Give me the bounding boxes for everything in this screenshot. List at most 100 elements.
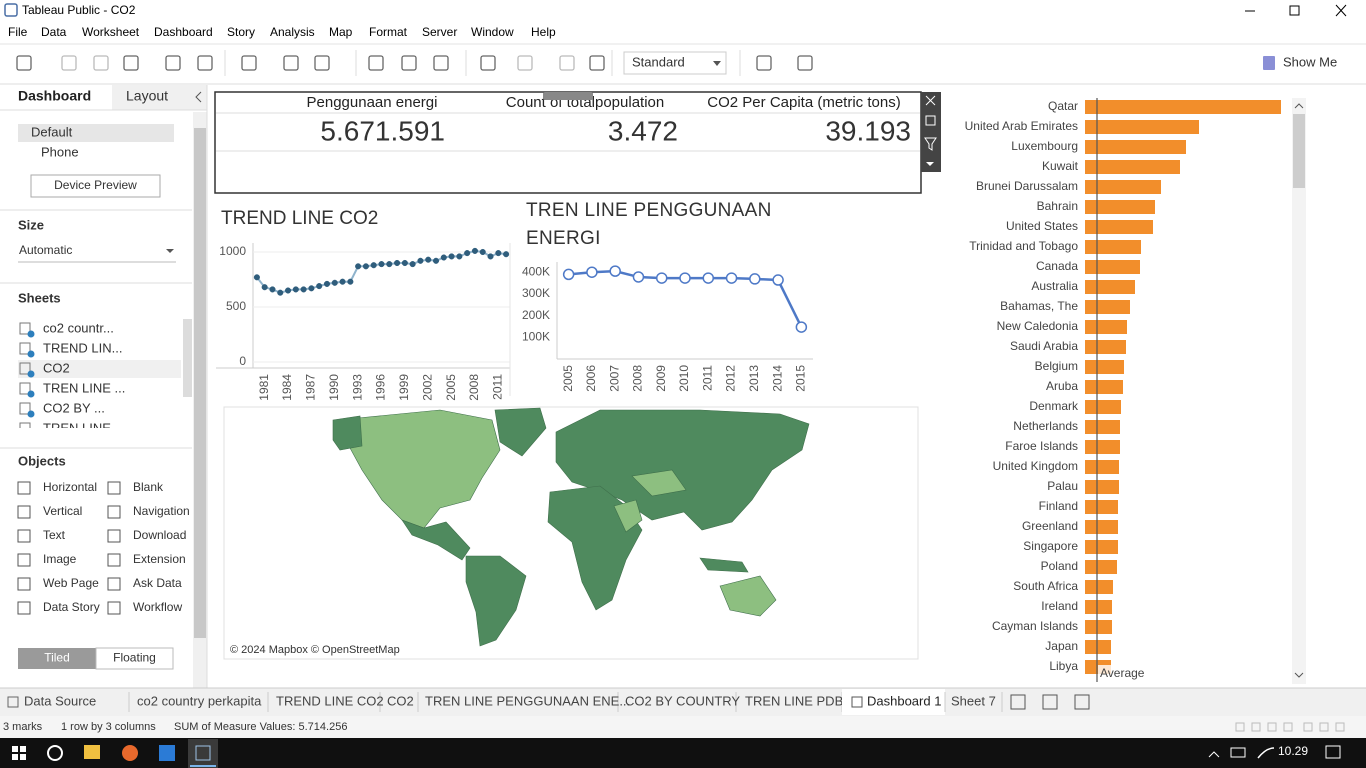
menu-item[interactable]: Help xyxy=(531,25,556,39)
size-dropdown[interactable]: Automatic xyxy=(19,243,72,257)
tableau-icon[interactable] xyxy=(195,745,211,761)
show-me-button[interactable]: Show Me xyxy=(1283,54,1337,69)
sheet-tab[interactable]: TREN LINE PDB xyxy=(745,693,843,708)
toolbar-icon[interactable] xyxy=(123,55,139,71)
status-control[interactable] xyxy=(1235,722,1245,732)
device-preview-button[interactable] xyxy=(30,174,161,198)
filter-button[interactable] xyxy=(924,137,937,151)
toolbar-icon[interactable] xyxy=(433,55,449,71)
floating-button[interactable] xyxy=(95,647,174,670)
sheet-tab[interactable]: CO2 xyxy=(387,693,414,708)
menu-item[interactable]: Data xyxy=(41,25,67,39)
status-control[interactable] xyxy=(1303,722,1313,732)
menu-item[interactable]: Analysis xyxy=(270,25,315,39)
data-point xyxy=(425,256,432,263)
sheet-item[interactable]: TREND LIN... xyxy=(43,340,122,355)
toolbar-icon[interactable] xyxy=(165,55,181,71)
category-label: South Africa xyxy=(1013,579,1078,593)
new-sheet-button[interactable] xyxy=(1010,694,1026,710)
firefox-icon[interactable] xyxy=(122,745,138,761)
menu-item[interactable]: Server xyxy=(422,25,457,39)
menu-item[interactable]: Worksheet xyxy=(82,25,140,39)
sheet-item[interactable]: CO2 xyxy=(43,360,70,375)
menu-item[interactable]: Map xyxy=(329,25,353,39)
object-item[interactable]: Blank xyxy=(133,480,164,494)
toolbar-icon[interactable] xyxy=(756,55,772,71)
status-control[interactable] xyxy=(1319,722,1329,732)
menu-item[interactable]: File xyxy=(8,25,28,39)
object-item[interactable]: Text xyxy=(43,528,66,542)
object-item[interactable]: Extension xyxy=(133,552,186,566)
toolbar-icon[interactable] xyxy=(368,55,384,71)
start-button[interactable] xyxy=(20,746,26,752)
sheet-tab[interactable]: CO2 BY COUNTRY xyxy=(625,693,740,708)
notifications[interactable] xyxy=(1325,745,1341,759)
panel-tab[interactable]: Dashboard xyxy=(18,88,91,104)
open-sheet-button[interactable] xyxy=(925,115,936,126)
object-item[interactable]: Workflow xyxy=(133,600,182,614)
new-sheet-button[interactable] xyxy=(1042,694,1058,710)
toolbar-icon[interactable] xyxy=(589,55,605,71)
scroll-down[interactable] xyxy=(1294,672,1304,678)
status-control[interactable] xyxy=(1251,722,1261,732)
sheet-tab-bar xyxy=(0,688,1366,716)
status-control[interactable] xyxy=(1267,722,1277,732)
more-options[interactable] xyxy=(926,162,934,166)
status-text: 3 marks xyxy=(3,721,43,733)
menu-item[interactable]: Window xyxy=(471,25,514,39)
toolbar-icon[interactable] xyxy=(283,55,299,71)
toolbar-icon[interactable] xyxy=(797,55,813,71)
sheet-tab[interactable]: Dashboard 1 xyxy=(867,693,941,708)
object-item[interactable]: Web Page xyxy=(43,576,99,590)
sheet-item[interactable]: co2 countr... xyxy=(43,320,114,335)
sheet-tab[interactable]: Data Source xyxy=(24,693,96,708)
start-button[interactable] xyxy=(20,754,26,760)
toolbar-icon[interactable] xyxy=(517,55,533,71)
sheet-tab[interactable]: TREN LINE PENGGUNAAN ENE... xyxy=(425,693,630,708)
bar-scroll-thumb[interactable] xyxy=(1293,114,1305,188)
scroll-up[interactable] xyxy=(1294,103,1304,109)
tray-arrow[interactable] xyxy=(1208,751,1220,758)
toolbar-icon[interactable] xyxy=(559,55,575,71)
toolbar-icon[interactable] xyxy=(61,55,77,71)
sheet-item[interactable]: CO2 BY ... xyxy=(43,400,105,415)
status-control[interactable] xyxy=(1335,722,1345,732)
object-item[interactable]: Horizontal xyxy=(43,480,97,494)
sheet-tab[interactable]: Sheet 7 xyxy=(951,693,996,708)
start-button[interactable] xyxy=(12,754,18,760)
toolbar-icon[interactable] xyxy=(241,55,257,71)
object-item[interactable]: Ask Data xyxy=(133,576,182,590)
menu-item[interactable]: Format xyxy=(369,25,408,39)
object-item[interactable]: Data Story xyxy=(43,600,100,614)
object-item[interactable]: Download xyxy=(133,528,186,542)
start-button[interactable] xyxy=(12,746,18,752)
toolbar-icon[interactable] xyxy=(314,55,330,71)
status-control[interactable] xyxy=(1283,722,1293,732)
toolbar-icon[interactable] xyxy=(93,55,109,71)
object-item[interactable]: Vertical xyxy=(43,504,82,518)
menu-item[interactable]: Dashboard xyxy=(154,25,213,39)
device-option[interactable]: Phone xyxy=(41,144,79,159)
drag-handle[interactable] xyxy=(543,92,593,100)
vscode-icon[interactable] xyxy=(159,745,175,761)
explorer-icon[interactable] xyxy=(84,745,100,759)
fit-dropdown[interactable] xyxy=(623,51,727,75)
bar xyxy=(1085,380,1123,394)
restore-button[interactable] xyxy=(1289,5,1300,16)
panel-tab[interactable]: Layout xyxy=(126,88,168,104)
sheet-tab[interactable]: TREND LINE CO2 xyxy=(276,693,384,708)
object-item[interactable]: Navigation xyxy=(133,504,190,518)
object-item[interactable]: Image xyxy=(43,552,77,566)
toolbar-icon[interactable] xyxy=(16,55,32,71)
sheet-item[interactable]: TREN LINE ... xyxy=(43,380,125,395)
toolbar-icon[interactable] xyxy=(401,55,417,71)
new-sheet-button[interactable] xyxy=(1074,694,1090,710)
search-button[interactable] xyxy=(47,745,63,761)
menu-item[interactable]: Story xyxy=(227,25,255,39)
toolbar-icon[interactable] xyxy=(197,55,213,71)
device-option[interactable]: Default xyxy=(31,124,73,139)
tiled-button[interactable] xyxy=(18,648,96,669)
toolbar-icon[interactable] xyxy=(480,55,496,71)
sheet-tab[interactable]: co2 country perkapita xyxy=(137,693,262,708)
